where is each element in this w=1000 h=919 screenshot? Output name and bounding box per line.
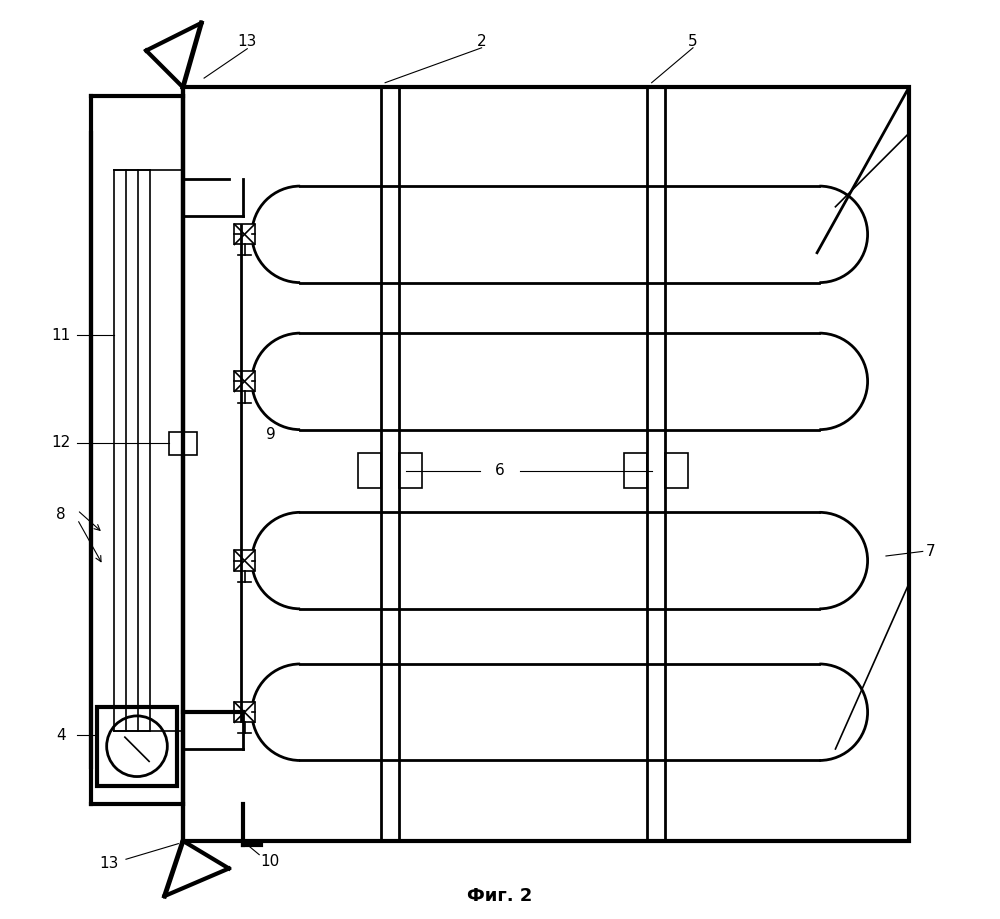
Bar (300, 334, 819, 430)
Text: 11: 11 (51, 328, 70, 343)
Text: 4: 4 (56, 728, 66, 743)
Bar (234, 224, 255, 244)
Polygon shape (252, 334, 300, 430)
Polygon shape (819, 512, 868, 608)
Text: 7: 7 (925, 544, 935, 559)
Text: Фиг. 2: Фиг. 2 (467, 887, 533, 905)
Text: 13: 13 (238, 34, 257, 49)
Text: 9: 9 (266, 427, 275, 442)
Bar (358, 453, 381, 488)
Bar (300, 186, 819, 283)
Bar (169, 432, 197, 455)
Text: 6: 6 (495, 463, 505, 478)
Polygon shape (252, 186, 300, 283)
Bar (234, 702, 255, 722)
Polygon shape (819, 334, 868, 430)
Polygon shape (252, 664, 300, 761)
Bar (300, 512, 819, 608)
Text: 13: 13 (100, 857, 119, 871)
Polygon shape (819, 186, 868, 283)
Bar (183, 87, 909, 841)
Polygon shape (819, 664, 868, 761)
Bar (300, 664, 819, 761)
Bar (624, 453, 647, 488)
Text: 10: 10 (261, 854, 280, 868)
Text: 2: 2 (477, 34, 486, 49)
Bar (665, 453, 688, 488)
Text: 8: 8 (56, 507, 66, 522)
Bar (234, 550, 255, 571)
Bar (399, 453, 422, 488)
Bar (234, 371, 255, 391)
Text: 5: 5 (688, 34, 698, 49)
Text: 12: 12 (51, 436, 70, 450)
Polygon shape (252, 512, 300, 608)
Bar (97, 707, 177, 786)
